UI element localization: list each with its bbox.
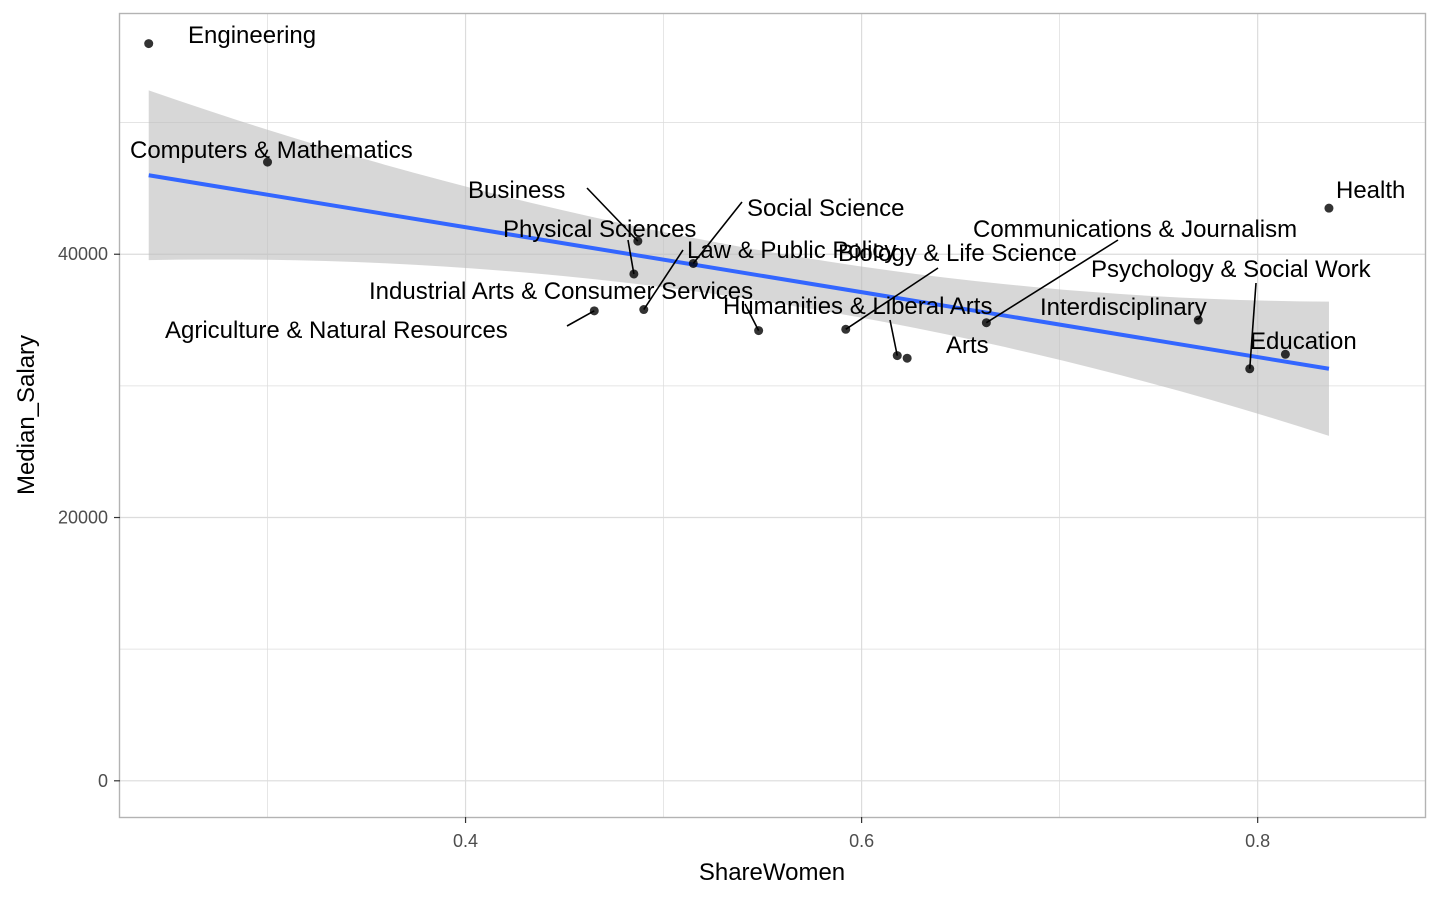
data-point [1245,364,1255,374]
label-leader-line [845,267,939,330]
point-label: Communications & Journalism [973,216,1297,243]
point-label: Computers & Mathematics [130,137,413,164]
data-point [629,269,639,279]
x-axis-ticks: 0.4 0.6 0.8 [453,817,1270,851]
x-tick-label: 0.4 [453,831,478,851]
data-point [1324,203,1334,213]
point-label: Industrial Arts & Consumer Services [369,278,753,305]
data-point [688,258,698,268]
label-leader-line [744,303,760,331]
x-tick-label: 0.8 [1245,831,1270,851]
x-tick-label: 0.6 [849,831,874,851]
data-points [144,39,1334,374]
y-tick-label: 20000 [58,508,108,528]
data-point [589,306,599,316]
fit-line-group [148,173,1330,371]
point-label: Psychology & Social Work [1091,256,1372,283]
data-point [981,318,991,328]
confidence-band-group [148,90,1329,436]
label-leader-line [586,187,639,242]
point-labels: Engineering Computers & Mathematics Health… [130,22,1405,359]
point-label: Agriculture & Natural Resources [165,317,508,344]
panel-border [118,12,1427,819]
label-leader-line [627,239,635,275]
label-leader-line [643,249,684,310]
data-point [633,236,643,246]
point-label: Humanities & Liberal Arts [723,293,992,320]
data-point [1193,315,1203,325]
point-label: Social Science [747,195,904,222]
point-label: Health [1336,177,1405,204]
point-label: Physical Sciences [503,216,696,243]
data-point [263,157,273,167]
data-point [841,324,851,334]
label-leader-lines [566,187,1257,369]
y-axis-ticks: 0 20000 40000 [58,244,120,791]
panel-background [119,13,1426,818]
data-point [892,351,902,361]
point-label: Engineering [188,22,316,49]
confidence-band [148,90,1329,436]
label-leader-line [692,201,743,264]
data-point [754,326,764,336]
label-leader-line [566,310,595,327]
y-tick-label: 0 [98,771,108,791]
y-axis-title: Median_Salary [13,335,40,495]
label-leader-line [985,239,1119,324]
point-label: Education [1250,328,1357,355]
point-label: Arts [946,332,989,359]
data-point [144,39,154,49]
y-tick-label: 40000 [58,244,108,264]
point-label: Law & Public Policy [687,237,896,264]
data-point [1280,349,1290,359]
point-label: Business [468,177,565,204]
data-point [902,353,912,363]
label-leader-line [889,319,899,356]
point-label: Biology & Life Science [838,240,1077,267]
x-axis-title: ShareWomen [699,859,845,886]
regression-line [148,173,1330,371]
point-label: Interdisciplinary [1040,294,1207,321]
label-leader-line [1248,282,1257,369]
data-point [639,305,649,315]
